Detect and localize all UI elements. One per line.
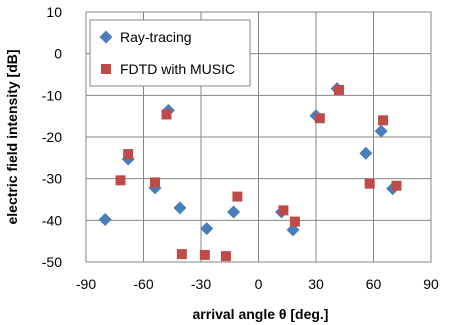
ray-tracing-point [98,213,112,226]
fdtd-music-point [334,84,344,95]
y-tick-label: -20 [42,129,62,145]
y-tick-label: -10 [42,87,62,103]
x-tick-label: -60 [133,276,153,292]
fdtd-music-point [314,113,325,124]
x-tick-label: 90 [423,276,439,292]
x-axis-ticks: -90 -60 -30 0 30 60 90 [76,276,439,292]
fdtd-music-point [278,205,289,216]
legend-diamond-marker [99,30,113,44]
x-axis-label: arrival angle θ [deg.] [193,306,329,322]
fdtd-music-point [220,251,231,262]
fdtd-music-point [161,109,172,120]
fdtd-music-point [232,191,243,202]
fdtd-music-point [364,178,375,189]
y-axis-label: electric field intensity [dB] [4,49,20,224]
ray-tracing-point [374,124,388,138]
x-tick-label: 0 [255,276,263,292]
ray-tracing-point [200,222,214,236]
y-tick-label: -40 [42,212,62,228]
y-tick-label: 10 [46,4,62,20]
x-tick-label: 30 [308,276,324,292]
fdtd-music-point [378,115,389,126]
legend-square-marker [101,64,111,74]
fdtd-music-point [150,177,160,188]
x-tick-label: -30 [191,276,211,292]
plot-frame [85,11,432,263]
fdtd-music-point [176,249,187,260]
ray-tracing-point [173,201,187,215]
fdtd-music-point [199,249,210,260]
ray-tracing-point [286,223,300,237]
fdtd-music-point [123,149,134,160]
y-tick-label: 0 [54,46,62,62]
legend-box [89,19,251,87]
y-tick-label: -30 [42,171,62,187]
ray-tracing-point [359,146,373,160]
ray-tracing-point [227,205,241,219]
y-tick-label: -50 [42,254,62,270]
x-tick-label: 60 [366,276,382,292]
fdtd-music-point [115,175,126,186]
legend: Ray-tracing FDTD with MUSIC [89,19,251,87]
data-marks [98,82,402,262]
x-tick-label: -90 [76,276,96,292]
y-axis-ticks: 10 0 -10 -20 -30 -40 -50 [42,4,62,270]
legend-label: FDTD with MUSIC [120,61,235,77]
fdtd-music-point [289,216,300,227]
fdtd-music-point [391,180,402,191]
legend-label: Ray-tracing [120,29,192,45]
